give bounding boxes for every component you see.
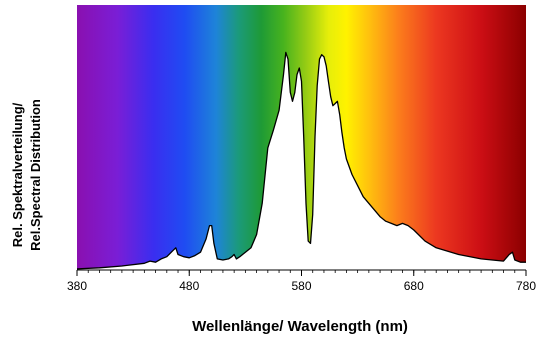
x-axis-ticks: 380 480 580 680 780 bbox=[67, 270, 536, 293]
x-tick-label: 480 bbox=[179, 279, 199, 293]
x-tick-label: 580 bbox=[291, 279, 311, 293]
x-tick-label: 680 bbox=[404, 279, 424, 293]
spectral-curve-line bbox=[76, 51, 526, 270]
y-axis-label-line2: Rel.Spectral Distribution bbox=[28, 99, 43, 251]
x-axis-label: Wellenlänge/ Wavelength (nm) bbox=[192, 318, 408, 335]
x-tick-label: 380 bbox=[67, 279, 87, 293]
x-tick-label: 780 bbox=[516, 279, 536, 293]
spectral-curve-fill bbox=[77, 52, 526, 271]
y-axis-label-line1: Rel. Spektralverteilung/ bbox=[10, 102, 25, 247]
